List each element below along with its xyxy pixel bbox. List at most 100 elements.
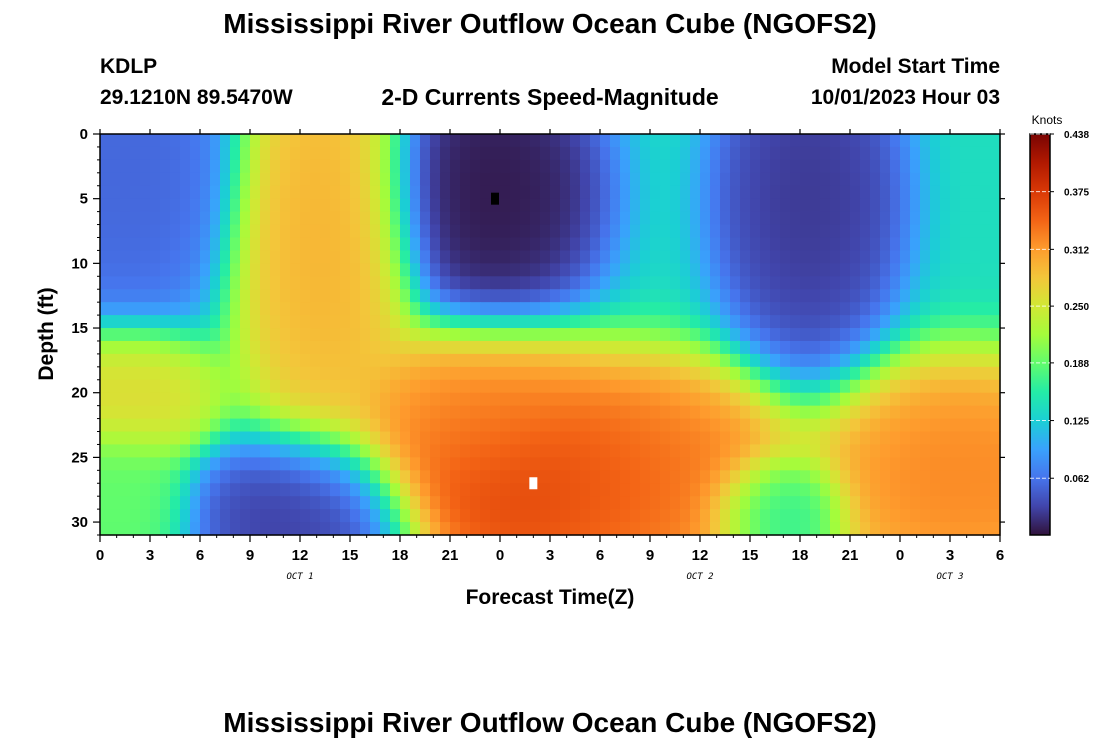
heatmap-cell xyxy=(570,302,581,316)
heatmap-cell xyxy=(890,457,901,471)
heatmap-cell xyxy=(640,496,651,510)
heatmap-cell xyxy=(820,340,831,355)
heatmap-cell xyxy=(800,276,811,290)
heatmap-cell xyxy=(460,418,471,433)
heatmap-cell xyxy=(900,146,911,161)
heatmap-cell xyxy=(530,172,541,187)
heatmap-cell xyxy=(790,302,801,316)
heatmap-cell xyxy=(420,522,431,536)
heatmap-cell xyxy=(260,418,271,433)
heatmap-cell xyxy=(790,392,801,407)
heatmap-cell xyxy=(370,405,381,420)
heatmap-cell xyxy=(150,522,161,536)
heatmap-cell xyxy=(110,483,121,497)
heatmap-cell xyxy=(690,522,701,536)
heatmap-cell xyxy=(160,470,171,484)
heatmap-cell xyxy=(790,470,801,484)
station-coords: 29.1210N 89.5470W xyxy=(100,86,293,109)
heatmap-cell xyxy=(340,431,351,446)
heatmap-cell xyxy=(210,431,221,446)
heatmap-cell xyxy=(500,146,511,161)
heatmap-cell xyxy=(260,198,271,213)
heatmap-cell xyxy=(680,457,691,471)
heatmap-cell xyxy=(130,159,141,174)
heatmap-cell xyxy=(150,483,161,497)
heatmap-cell xyxy=(450,172,461,187)
heatmap-cell xyxy=(500,172,511,187)
heatmap-cell xyxy=(910,366,921,381)
heatmap-cell xyxy=(480,315,491,329)
heatmap-cell xyxy=(940,263,951,277)
heatmap-cell xyxy=(170,263,181,277)
heatmap-cell xyxy=(110,289,121,303)
heatmap-cell xyxy=(980,185,991,200)
heatmap-cell xyxy=(280,470,291,484)
heatmap-cell xyxy=(970,405,981,420)
heatmap-cell xyxy=(840,263,851,277)
heatmap-cell xyxy=(830,444,841,458)
heatmap-cell xyxy=(720,444,731,458)
heatmap-cell xyxy=(590,211,601,226)
heatmap-cell xyxy=(110,237,121,252)
heatmap-cell xyxy=(290,237,301,252)
heatmap-cell xyxy=(840,405,851,420)
heatmap-cell xyxy=(430,185,441,200)
heatmap-cell xyxy=(420,353,431,368)
heatmap-cell xyxy=(280,496,291,510)
heatmap-cell xyxy=(530,159,541,174)
heatmap-cell xyxy=(690,289,701,303)
heatmap-cell xyxy=(860,237,871,252)
heatmap-cell xyxy=(720,353,731,368)
heatmap-cell xyxy=(240,250,251,264)
heatmap-cell xyxy=(810,340,821,355)
heatmap-cell xyxy=(200,405,211,420)
heatmap-cell xyxy=(870,211,881,226)
y-tick-label: 30 xyxy=(71,514,88,531)
heatmap-cell xyxy=(850,276,861,290)
heatmap-cell xyxy=(240,185,251,200)
heatmap-cell xyxy=(780,340,791,355)
heatmap-cell xyxy=(550,224,561,239)
heatmap-cell xyxy=(270,198,281,213)
heatmap-cell xyxy=(410,483,421,497)
heatmap-cell xyxy=(590,444,601,458)
heatmap-cell xyxy=(890,185,901,200)
heatmap-cell xyxy=(930,315,941,329)
heatmap-cell xyxy=(930,379,941,394)
heatmap-cell xyxy=(780,172,791,187)
heatmap-cell xyxy=(690,379,701,394)
heatmap-cell xyxy=(150,134,161,148)
heatmap-cell xyxy=(790,431,801,446)
heatmap-cell xyxy=(990,289,1001,303)
heatmap-cell xyxy=(240,224,251,239)
heatmap-cell xyxy=(560,366,571,381)
heatmap-cell xyxy=(310,496,321,510)
heatmap-cell xyxy=(440,496,451,510)
heatmap-cell xyxy=(880,328,891,342)
heatmap-cell xyxy=(440,353,451,368)
heatmap-cell xyxy=(550,431,561,446)
heatmap-cell xyxy=(810,496,821,510)
heatmap-cell xyxy=(410,289,421,303)
heatmap-cell xyxy=(330,289,341,303)
heatmap-cell xyxy=(480,250,491,264)
day-label: OCT 2 xyxy=(686,572,713,582)
heatmap-cell xyxy=(880,302,891,316)
heatmap-cell xyxy=(900,302,911,316)
heatmap-cell xyxy=(750,405,761,420)
heatmap-cell xyxy=(250,263,261,277)
heatmap-cell xyxy=(300,211,311,226)
heatmap-cell xyxy=(330,315,341,329)
heatmap-cell xyxy=(180,185,191,200)
heatmap-cell xyxy=(980,328,991,342)
heatmap-cell xyxy=(200,392,211,407)
heatmap-cell xyxy=(440,250,451,264)
heatmap-cell xyxy=(970,431,981,446)
heatmap-cell xyxy=(680,211,691,226)
heatmap-cell xyxy=(380,379,391,394)
heatmap-cell xyxy=(410,172,421,187)
heatmap-cell xyxy=(510,224,521,239)
heatmap-cell xyxy=(250,353,261,368)
heatmap-cell xyxy=(980,470,991,484)
